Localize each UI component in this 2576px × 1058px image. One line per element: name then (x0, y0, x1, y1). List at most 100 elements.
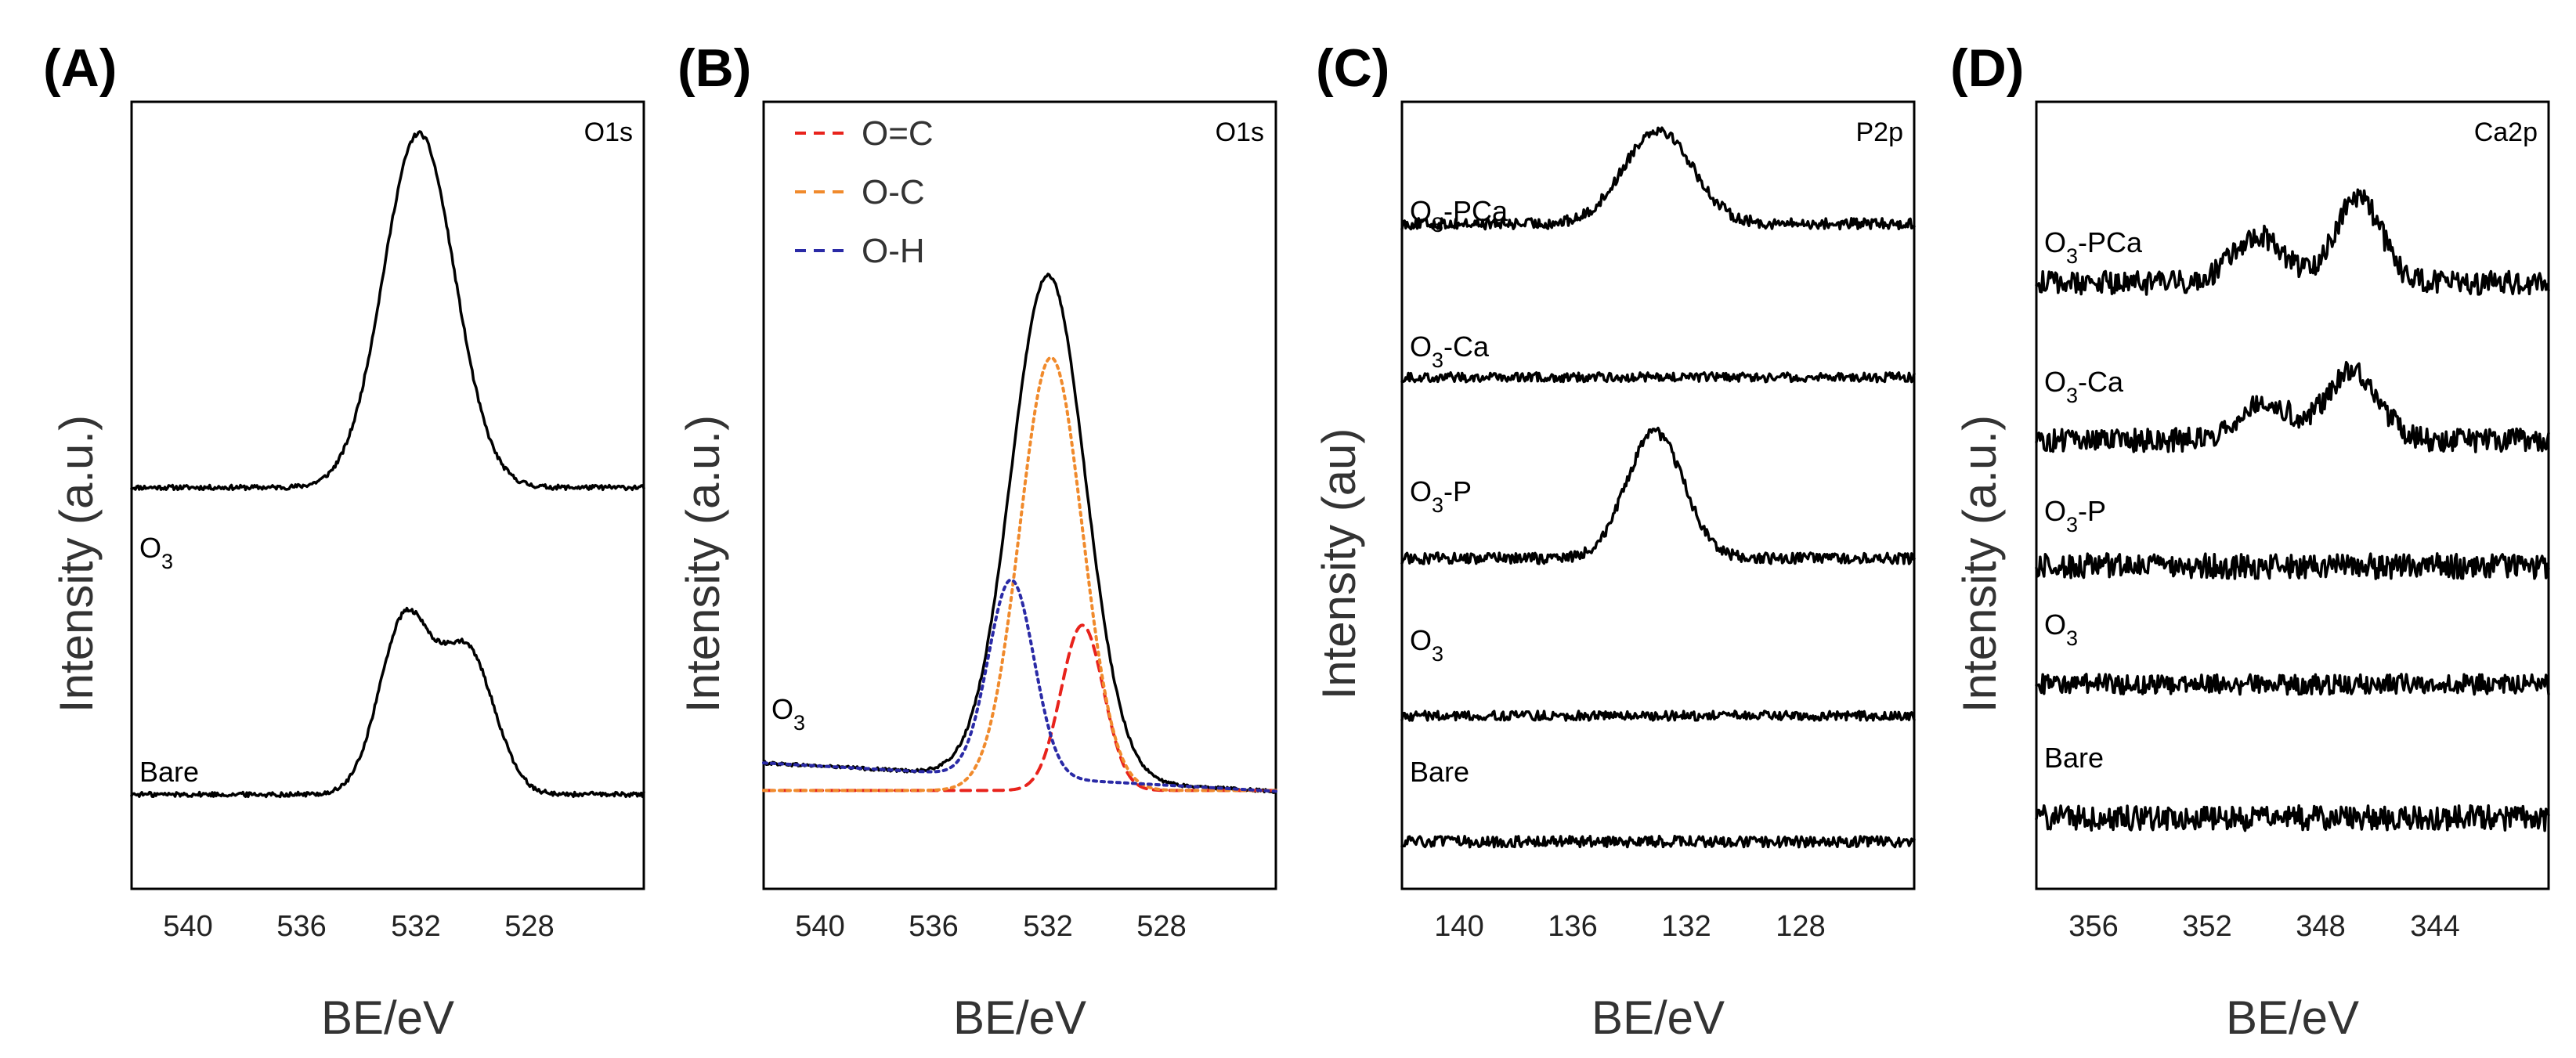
panel-c-curve-bare (1400, 834, 1916, 849)
panel-b-frame (762, 100, 1277, 890)
panel-d-label-o3-pca-sub: 3 (2066, 244, 2078, 268)
panel-a-curve-bare (130, 606, 645, 799)
panel-d-curve-o3 (2035, 673, 2550, 696)
panel-c-curve-o3-ca (1400, 371, 1916, 384)
panel-c-label-o3-ca: O3-Ca (1410, 330, 1490, 372)
panel-b-tick-528: 528 (1136, 910, 1186, 943)
panel-c-curves (1400, 126, 1916, 849)
panel-d-curves (2035, 188, 2550, 832)
panel-c-ylabel: Intensity (au) (1313, 428, 1365, 700)
panel-d-label-o3-p-suffix: -P (2078, 495, 2106, 527)
panel-b-curve-o-h (762, 578, 1277, 793)
panel-b-curves (762, 273, 1277, 794)
panel-a-label-o3-sub: 3 (161, 550, 173, 573)
panel-b: (B) Intensity (a.u.) O1s O=C O-C O-H 540… (677, 38, 1277, 1044)
panel-c-curve-o3 (1400, 710, 1916, 722)
panel-d-label-o3-pca-suffix: -PCa (2078, 226, 2143, 258)
panel-d-label-o3-p-main: O (2044, 495, 2066, 527)
panel-d-tick-344: 344 (2410, 910, 2459, 943)
panel-a-label-o3-main: O (139, 532, 161, 564)
panel-c-curve-o3-p (1400, 426, 1916, 565)
panel-a-label: (A) (43, 38, 117, 98)
panel-d-corner-label: Ca2p (2474, 117, 2538, 147)
panel-d-label-bare: Bare (2044, 742, 2104, 774)
panel-a-curves (130, 130, 645, 799)
panel-a-xlabel: BE/eV (321, 991, 454, 1044)
panel-d-frame (2035, 100, 2550, 890)
panel-b-legend: O=C O-C O-H (795, 114, 934, 270)
panel-d-label-o3-ca-suffix: -Ca (2078, 366, 2124, 398)
panel-d-label-o3-ca: O3-Ca (2044, 366, 2124, 407)
panel-c-tick-128: 128 (1776, 910, 1825, 943)
panel-a-ticks: 540 536 532 528 (163, 910, 554, 943)
panel-d-label: (D) (1950, 38, 2024, 98)
panel-d: (D) Intensity (a.u.) Ca2p 356 352 348 34… (1950, 38, 2550, 1044)
panel-a-corner-label: O1s (584, 117, 633, 147)
panel-b-label-o3: O3 (771, 693, 805, 735)
panel-b-curve-o-c (762, 623, 1277, 793)
panel-a-frame (130, 100, 645, 890)
panel-d-label-o3-main: O (2044, 608, 2066, 641)
panel-d-label-o3-pca: O3-PCa (2044, 226, 2143, 268)
panel-a-ylabel: Intensity (a.u.) (50, 415, 103, 713)
panel-d-label-o3-pca-main: O (2044, 226, 2066, 258)
panel-b-label-o3-sub: 3 (793, 711, 805, 735)
legend-label-o-c-double: O=C (862, 114, 934, 153)
panel-b-tick-536: 536 (909, 910, 958, 943)
panel-b-corner-label: O1s (1216, 117, 1264, 147)
panel-a-label-o3: O3 (139, 532, 173, 573)
panel-c-tick-132: 132 (1661, 910, 1711, 943)
panel-b-curve-o3 (762, 273, 1277, 794)
panel-a-tick-540: 540 (163, 910, 212, 943)
panel-a-label-bare: Bare (139, 756, 199, 788)
panel-b-tick-532: 532 (1023, 910, 1072, 943)
panel-c-label-o3-ca-main: O (1410, 330, 1432, 363)
panel-c-ticks: 140 136 132 128 (1434, 910, 1825, 943)
panel-d-tick-348: 348 (2296, 910, 2345, 943)
panel-b-xlabel: BE/eV (953, 991, 1086, 1044)
panel-d-ylabel: Intensity (a.u.) (1953, 415, 2006, 713)
panel-c-tick-136: 136 (1548, 910, 1597, 943)
panel-a-tick-528: 528 (504, 910, 554, 943)
panel-c-xlabel: BE/eV (1591, 991, 1725, 1044)
panel-c-label-o3-sub: 3 (1432, 642, 1443, 666)
panel-d-label-o3-ca-main: O (2044, 366, 2066, 398)
panel-b-tick-540: 540 (795, 910, 844, 943)
panel-b-label: (B) (677, 38, 751, 98)
panel-c-label-o3-ca-sub: 3 (1432, 348, 1443, 372)
panel-d-curve-o3-p (2035, 552, 2550, 580)
panel-d-label-o3: O3 (2044, 608, 2078, 650)
panel-a-curve-o3 (130, 130, 645, 492)
panel-d-label-o3-sub: 3 (2066, 626, 2078, 650)
panel-b-label-o3-main: O (771, 693, 793, 725)
panel-c-label-o3-pca: O3-PCa (1410, 195, 1508, 237)
panel-b-curve-o-c (762, 356, 1277, 793)
panel-d-ticks: 356 352 348 344 (2068, 910, 2459, 943)
panel-c-label-o3-p-sub: 3 (1432, 493, 1443, 517)
panel-b-ylabel: Intensity (a.u.) (677, 415, 729, 713)
panel-c-tick-140: 140 (1434, 910, 1483, 943)
panel-b-ticks: 540 536 532 528 (795, 910, 1186, 943)
panel-d-tick-352: 352 (2182, 910, 2231, 943)
panel-d-label-o3-ca-sub: 3 (2066, 384, 2078, 407)
panel-c-label-o3-ca-suffix: -Ca (1443, 330, 1490, 363)
panel-c-curve-o3-pca (1400, 126, 1916, 231)
panel-c-label-o3-p-suffix: -P (1443, 475, 1472, 507)
panel-d-curve-o3-pca (2035, 188, 2550, 296)
panel-a-tick-536: 536 (276, 910, 326, 943)
panel-c-corner-label: P2p (1856, 117, 1904, 147)
panel-c-label-o3-p-main: O (1410, 475, 1432, 507)
panel-c-label-o3-p: O3-P (1410, 475, 1472, 517)
panel-a: (A) Intensity (a.u.) O1s 540 536 532 528… (43, 38, 645, 1044)
panel-a-tick-532: 532 (391, 910, 440, 943)
panel-d-xlabel: BE/eV (2226, 991, 2359, 1044)
legend-label-o-h: O-H (862, 232, 925, 270)
legend-label-o-c-single: O-C (862, 173, 925, 211)
panel-c-label-o3-main: O (1410, 624, 1432, 656)
panel-d-label-o3-p-sub: 3 (2066, 513, 2078, 536)
panel-d-label-o3-p: O3-P (2044, 495, 2106, 536)
panel-c-label-o3: O3 (1410, 624, 1443, 666)
panel-c: (C) Intensity (au) P2p 140 136 132 128 B… (1313, 38, 1916, 1044)
panel-c-label: (C) (1316, 38, 1389, 98)
